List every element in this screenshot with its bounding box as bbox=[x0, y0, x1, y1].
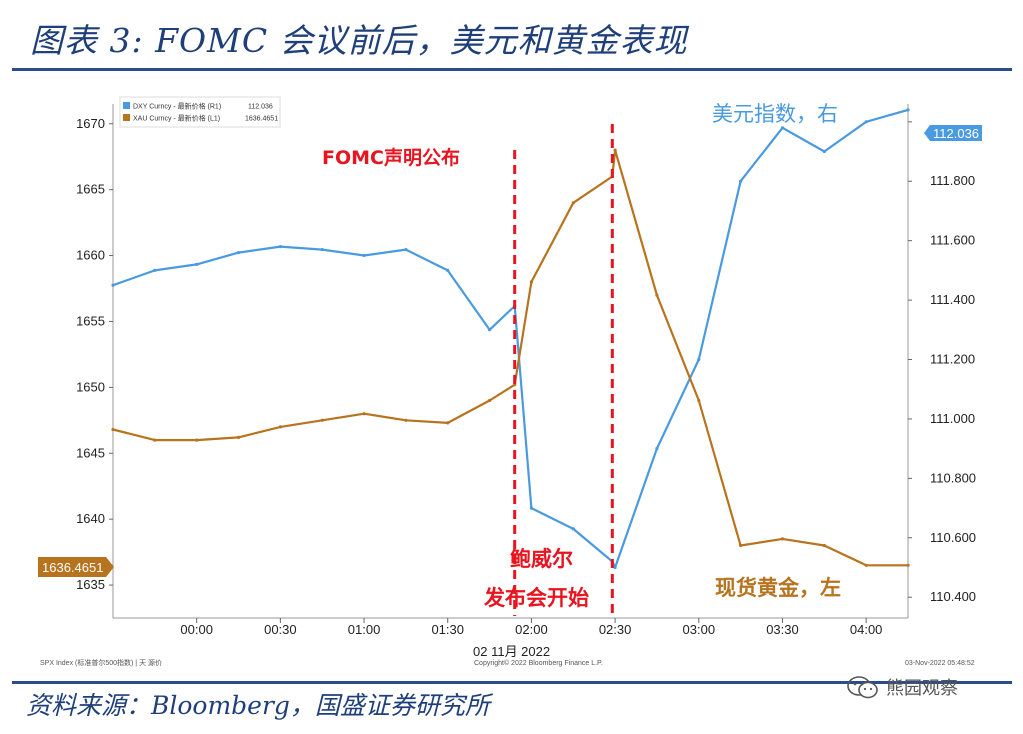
gold-point bbox=[571, 201, 575, 205]
dxy-gold-chart: 1635 1640 1645 1650 1655 1660 1665 1670 110.400 1… bbox=[38, 96, 982, 667]
x-axis-date-label: 02 11月 2022 bbox=[473, 644, 550, 659]
left-badge-text: 1636.4651 bbox=[42, 560, 103, 575]
legend-label-xau: XAU Curncy - 最新价格 (L1) bbox=[133, 114, 220, 123]
x-tick-label: 03:00 bbox=[683, 622, 716, 637]
source-note: 资料来源：Bloomberg，国盛证券研究所 bbox=[26, 691, 490, 720]
x-tick-label: 01:00 bbox=[348, 622, 381, 637]
gold-point bbox=[446, 421, 450, 425]
right-tick-label: 111.600 bbox=[930, 233, 975, 248]
gold-point bbox=[906, 563, 910, 567]
gold-point bbox=[362, 412, 366, 416]
dxy-point bbox=[153, 268, 157, 272]
gold-point bbox=[488, 398, 492, 403]
gold-point bbox=[864, 563, 868, 567]
legend-swatch-xau bbox=[123, 114, 130, 121]
dxy-point bbox=[278, 245, 282, 249]
dxy-point bbox=[864, 120, 868, 124]
dxy-point bbox=[529, 506, 534, 510]
gold-point bbox=[195, 438, 199, 442]
dxy-point bbox=[404, 248, 408, 252]
dxy-point bbox=[488, 328, 492, 332]
figure-title: 图表 3: FOMC 会议前后，美元和黄金表现 bbox=[30, 21, 688, 60]
dxy-series-annotation: 美元指数，右 bbox=[712, 102, 838, 126]
left-tick-label: 1645 bbox=[76, 445, 105, 460]
x-tick-label: 01:30 bbox=[431, 622, 464, 637]
fomc-statement-annotation: FOMC声明公布 bbox=[322, 146, 460, 169]
right-tick-label: 111.000 bbox=[930, 411, 975, 426]
left-tick-label: 1640 bbox=[76, 511, 105, 526]
right-tick-label: 111.800 bbox=[930, 173, 975, 188]
right-badge-text: 112.036 bbox=[933, 126, 979, 141]
legend-value-dxy: 112.036 bbox=[248, 104, 273, 111]
left-tick-label: 1655 bbox=[76, 313, 105, 328]
dxy-point bbox=[446, 268, 450, 272]
legend-label-dxy: DXY Curncy - 最新价格 (R1) bbox=[133, 102, 221, 111]
dxy-point bbox=[739, 179, 743, 183]
x-tick-label: 02:30 bbox=[599, 622, 632, 637]
right-tick-label: 110.400 bbox=[930, 589, 976, 604]
top-divider bbox=[12, 68, 1012, 71]
x-tick-label: 00:00 bbox=[180, 622, 213, 637]
dxy-point bbox=[822, 149, 826, 154]
right-tick-label: 111.400 bbox=[930, 292, 975, 307]
plot-area bbox=[113, 104, 908, 618]
legend-swatch-dxy bbox=[123, 102, 130, 109]
dxy-series-line bbox=[112, 108, 909, 569]
gold-point bbox=[822, 543, 826, 548]
gold-point bbox=[278, 425, 282, 429]
dxy-point bbox=[697, 357, 701, 362]
gold-point bbox=[613, 148, 617, 152]
bottom-divider bbox=[12, 681, 1012, 684]
gold-point bbox=[236, 435, 241, 439]
right-tick-label: 110.800 bbox=[930, 470, 976, 485]
left-last-value-badge: 1636.4651 bbox=[38, 557, 114, 577]
x-tick-label: 03:30 bbox=[766, 622, 799, 637]
powell-annotation-line1: 鲍威尔 bbox=[510, 547, 573, 571]
gold-point bbox=[739, 543, 743, 548]
dxy-point bbox=[780, 126, 785, 130]
x-tick-label: 02:00 bbox=[515, 622, 548, 637]
dxy-point bbox=[613, 565, 617, 570]
legend-value-xau: 1636.4651 bbox=[245, 116, 278, 123]
x-tick-label: 04:00 bbox=[850, 622, 883, 637]
left-tick-label: 1650 bbox=[76, 379, 105, 394]
left-tick-label: 1670 bbox=[76, 116, 105, 131]
gold-point bbox=[153, 438, 157, 442]
gold-point bbox=[111, 427, 115, 432]
footer-left: SPX Index (标准普尔500指数) | 天 源价 bbox=[40, 658, 162, 667]
wechat-icon bbox=[847, 676, 878, 699]
left-tick-label: 1660 bbox=[76, 248, 105, 263]
left-tick-label: 1665 bbox=[76, 182, 105, 197]
right-tick-label: 110.600 bbox=[930, 530, 976, 545]
gold-point bbox=[655, 293, 659, 297]
watermark: 熊园观察 bbox=[846, 672, 958, 702]
x-tick-label: 00:30 bbox=[264, 622, 297, 637]
dxy-point bbox=[655, 447, 659, 451]
dxy-point bbox=[236, 251, 241, 255]
dxy-point bbox=[111, 283, 115, 287]
watermark-text: 熊园观察 bbox=[886, 678, 958, 698]
powell-annotation-line2: 发布会开始 bbox=[483, 586, 589, 610]
dxy-point bbox=[571, 527, 575, 531]
right-last-value-badge: 112.036 bbox=[924, 125, 982, 141]
footer-right: 03-Nov-2022 05:48:52 bbox=[905, 660, 975, 667]
gold-point bbox=[404, 418, 408, 422]
gold-point bbox=[320, 418, 324, 422]
gold-point bbox=[529, 280, 534, 284]
legend: DXY Curncy - 最新价格 (R1) 112.036 XAU Curnc… bbox=[119, 96, 281, 128]
gold-point bbox=[697, 398, 701, 403]
gold-point bbox=[780, 537, 785, 541]
dxy-point bbox=[195, 262, 199, 266]
gold-series-line bbox=[112, 148, 908, 567]
right-tick-label: 111.200 bbox=[930, 352, 975, 367]
left-tick-label: 1635 bbox=[76, 577, 105, 592]
gold-series-annotation: 现货黄金，左 bbox=[715, 576, 841, 600]
dxy-point bbox=[362, 253, 366, 258]
dxy-point bbox=[906, 108, 910, 112]
dxy-point bbox=[320, 248, 324, 252]
footer-center: Copyright© 2022 Bloomberg Finance L.P. bbox=[474, 659, 603, 667]
